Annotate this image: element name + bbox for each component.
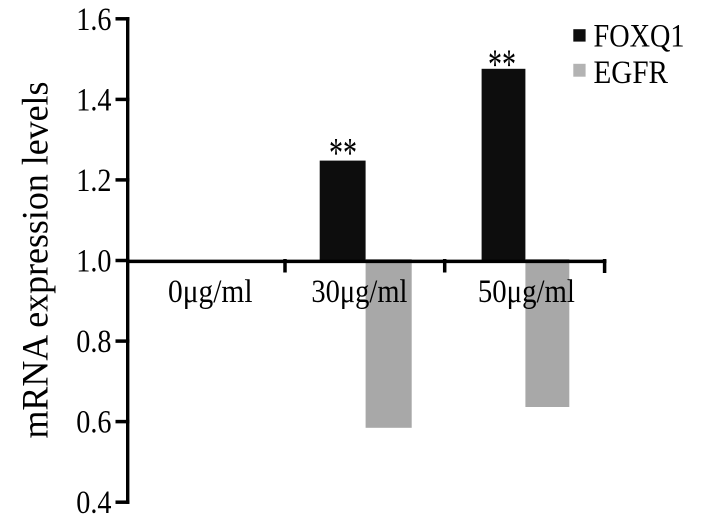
svg-text:1.0: 1.0: [76, 244, 111, 280]
svg-text:50μg/ml: 50μg/ml: [478, 274, 575, 310]
svg-text:1.2: 1.2: [76, 163, 111, 199]
svg-text:0.6: 0.6: [76, 405, 111, 441]
svg-text:**: **: [329, 131, 357, 177]
svg-text:0.8: 0.8: [76, 324, 111, 360]
svg-text:EGFR: EGFR: [594, 55, 669, 91]
svg-text:mRNA expression levels: mRNA expression levels: [16, 82, 57, 439]
svg-text:0μg/ml: 0μg/ml: [168, 274, 253, 310]
svg-text:1.4: 1.4: [76, 82, 111, 118]
svg-text:FOXQ1: FOXQ1: [594, 18, 685, 54]
svg-text:1.6: 1.6: [76, 2, 111, 38]
svg-text:30μg/ml: 30μg/ml: [311, 274, 407, 310]
svg-text:0.4: 0.4: [76, 485, 111, 521]
svg-text:**: **: [488, 43, 516, 89]
